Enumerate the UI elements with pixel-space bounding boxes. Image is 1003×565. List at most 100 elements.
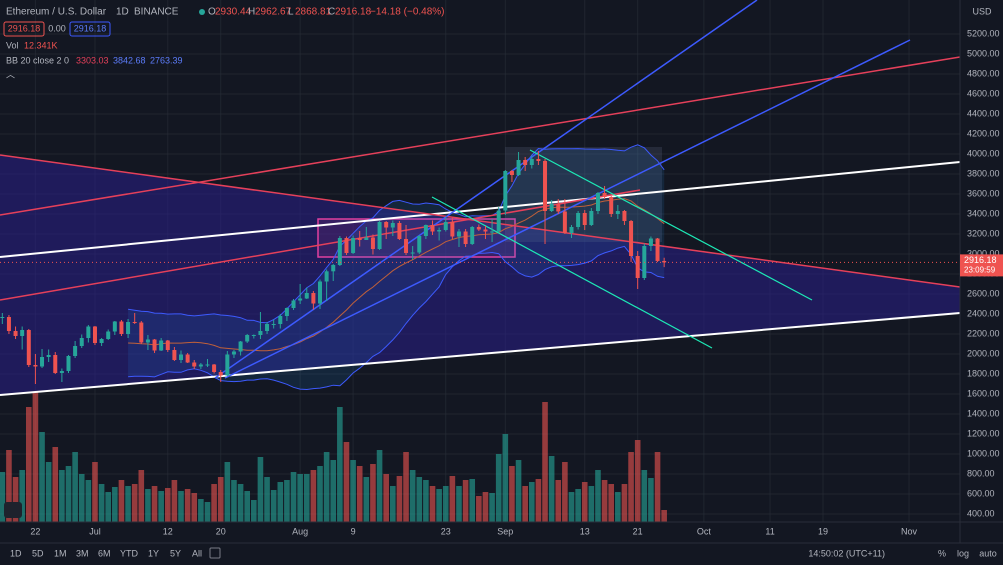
range-button[interactable]: 3M	[76, 548, 89, 558]
volume-bar	[363, 477, 370, 522]
range-button[interactable]: 1M	[54, 548, 67, 558]
candle-body	[595, 193, 600, 211]
candle-body	[218, 372, 223, 376]
y-tick-label: 2000.00	[967, 348, 1000, 358]
y-tick-label: 4200.00	[967, 128, 1000, 138]
interval: 1D	[116, 7, 129, 18]
ohlc-value: 2930.44	[215, 7, 252, 18]
candle-body	[165, 340, 170, 350]
volume-bar	[350, 460, 356, 522]
trend-lines	[0, 0, 960, 396]
trend-line	[529, 149, 813, 301]
x-tick-label: Jul	[89, 526, 101, 536]
bb-lower: 2763.39	[150, 55, 183, 65]
range-button[interactable]: 1D	[10, 548, 22, 558]
sell-box[interactable]	[3, 21, 45, 37]
candle-body	[40, 357, 45, 367]
auto-toggle[interactable]: auto	[979, 548, 997, 558]
volume-bar	[502, 434, 509, 522]
buy[interactable]: 2916.18	[74, 23, 107, 33]
volume-bar	[588, 486, 595, 522]
candle-body	[265, 324, 270, 331]
range-button[interactable]: 1Y	[148, 548, 159, 558]
vol-value: 12.341K	[24, 40, 58, 50]
volume-bar	[45, 462, 52, 522]
volume-bar	[522, 486, 528, 522]
y-tick-label: 3600.00	[967, 188, 1000, 198]
range-button[interactable]: All	[192, 548, 202, 558]
collapse[interactable]: ︿	[6, 69, 15, 79]
volume-bar	[25, 407, 32, 522]
candle-body	[238, 341, 243, 352]
y-tick-label: 400.00	[967, 508, 995, 518]
toolbar: 1D 5D 1M 3M 6M YTD 1Y 5Y All	[10, 548, 202, 558]
y-tick-label: 4800.00	[967, 68, 1000, 78]
x-tick-label: Aug	[292, 526, 308, 536]
volume-bar	[231, 480, 237, 522]
candle-body	[258, 331, 263, 335]
candle-body	[20, 330, 25, 336]
candle-body	[615, 211, 620, 214]
candle-body	[99, 339, 104, 343]
y-tick-label: 4000.00	[967, 148, 1000, 158]
volume-bar	[78, 474, 85, 522]
y-tick-label: 2600.00	[967, 288, 1000, 298]
range-button[interactable]: 5D	[32, 548, 44, 558]
x-tick-label: 19	[818, 526, 828, 536]
volume-bar	[495, 454, 502, 522]
ohlc-label: C	[328, 7, 335, 18]
candle-body	[66, 356, 71, 371]
candle-body	[145, 339, 150, 343]
candle-body	[516, 160, 521, 175]
range-button[interactable]: YTD	[120, 548, 139, 558]
volume-bar	[290, 472, 297, 522]
trend-line	[431, 196, 713, 349]
volume-bar	[449, 476, 456, 522]
x-tick-label: 11	[765, 526, 774, 536]
candle-body	[390, 223, 395, 228]
volume-bar	[303, 474, 310, 522]
date-range-button[interactable]	[209, 547, 221, 559]
y-tick-label: 800.00	[967, 468, 995, 478]
bb-label: BB 20 close 2 0	[6, 55, 69, 65]
volume-bar	[515, 460, 522, 522]
candle-body	[119, 321, 124, 334]
candle-body	[496, 210, 501, 232]
candle-body	[73, 346, 78, 356]
candle-body	[225, 354, 230, 376]
x-tick-label: Nov	[901, 526, 918, 536]
sell[interactable]: 2916.18	[8, 23, 41, 33]
range-button[interactable]: 5Y	[170, 548, 181, 558]
volume-bar	[343, 442, 350, 522]
trend-line	[0, 154, 960, 288]
volume-bar	[204, 502, 211, 522]
volume-bar	[98, 484, 105, 522]
candle-body	[0, 317, 5, 318]
candle-body	[509, 171, 514, 175]
volume-bar	[476, 496, 482, 522]
volume-bar	[158, 491, 164, 522]
candle-body	[198, 364, 203, 367]
volume-bar	[85, 480, 92, 522]
volume-bar	[509, 466, 515, 522]
volume-bar	[575, 489, 581, 522]
candle-body	[271, 324, 276, 325]
buy-box[interactable]	[69, 21, 111, 37]
channel-fill	[0, 155, 960, 395]
volume-bar	[581, 482, 588, 522]
currency[interactable]: USD	[972, 6, 992, 16]
candle-body	[629, 221, 634, 256]
candle-body	[503, 171, 508, 211]
band-lower	[128, 245, 665, 391]
candle-body	[662, 260, 667, 263]
volume-bar	[191, 493, 198, 522]
log-toggle[interactable]: log	[957, 548, 969, 558]
volume-bar	[277, 482, 284, 522]
volume-bar	[6, 450, 12, 522]
range-button[interactable]: 6M	[98, 548, 111, 558]
percent-toggle[interactable]: %	[938, 548, 946, 558]
volume-bar	[330, 460, 337, 522]
candle-body	[92, 326, 97, 343]
candle-body	[562, 211, 567, 233]
